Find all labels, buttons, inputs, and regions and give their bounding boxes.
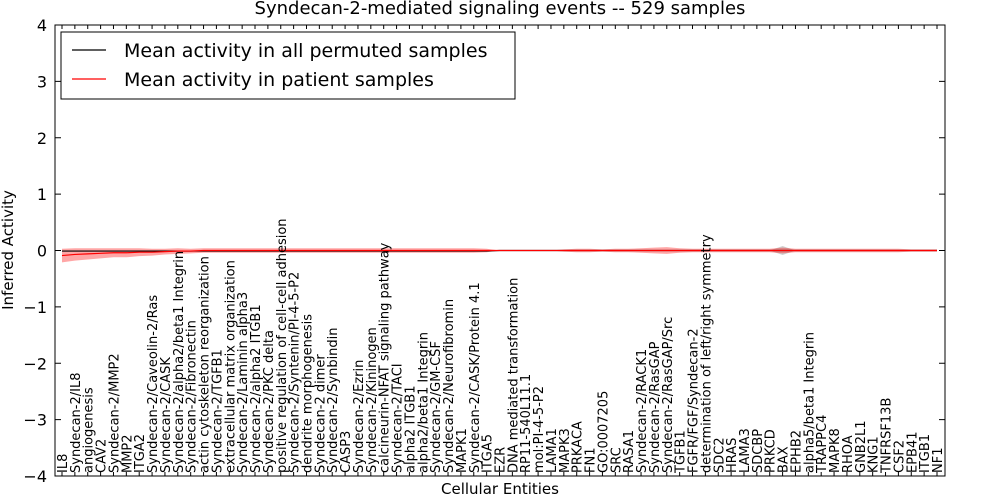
legend-label-permuted: Mean activity in all permuted samples xyxy=(124,40,487,62)
x-tick-label: Syndecan-2/Ezrin xyxy=(352,360,367,473)
x-tick-label: alpha5/beta1 Integrin xyxy=(802,332,817,473)
x-tick-label: MAPK1 xyxy=(455,428,470,473)
x-tick-label: IL8 xyxy=(56,454,71,473)
y-tick-label: 3 xyxy=(37,72,47,91)
x-tick-label: ITGB1 xyxy=(918,434,933,473)
x-tick-label: NF1 xyxy=(931,448,946,473)
x-tick-label: TRAPPC4 xyxy=(815,415,830,474)
x-tick-label: TNFRSF13B xyxy=(880,398,895,474)
x-tick-label: Syndecan-2/RasGAP/Src xyxy=(661,317,676,473)
series-line-patient xyxy=(61,249,937,257)
x-tick-label: Syndecan-2/alpha2 ITGB1 xyxy=(249,304,264,473)
x-tick-label: ITGA5 xyxy=(481,434,496,473)
x-tick-label: Syndecan-2/Synbindin xyxy=(326,327,341,473)
x-tick-label: Syndecan-2/Neurofibromin xyxy=(442,299,457,473)
x-tick-label: calcineurin-NFAT signaling pathway xyxy=(378,242,393,473)
x-tick-label: Syndecan-2 dimer xyxy=(313,354,328,473)
x-tick-label: RP11-540L11.1 xyxy=(519,374,534,473)
x-tick-label: GNB2L1 xyxy=(854,420,869,473)
x-tick-label: Syndecan-2/Laminin alpha3 xyxy=(236,292,251,473)
x-tick-label: ITGA2 xyxy=(133,434,148,473)
x-tick-label: Syndecan-2/IL8 xyxy=(69,373,84,473)
x-tick-label: Syndecan-2/RasGAP xyxy=(648,341,663,473)
y-tick-label: 0 xyxy=(37,242,47,261)
x-tick-label: LAMA1 xyxy=(545,428,560,473)
x-tick-label: LAMA3 xyxy=(738,428,753,473)
x-tick-label: Syndecan-2/PKC delta xyxy=(262,330,277,473)
x-tick-label: Syndecan-2/Syntenin/PI-4-5-P2 xyxy=(288,272,303,473)
x-tick-label: positive regulation of cell-cell adhesio… xyxy=(275,218,290,473)
x-tick-label: Syndecan-2/alpha2/beta1 Integrin xyxy=(172,251,187,473)
x-tick-label: EZR xyxy=(494,447,509,473)
x-tick-label: PRKACA xyxy=(571,421,586,473)
x-tick-label: MMP2 xyxy=(120,434,135,473)
plot-area xyxy=(61,245,937,263)
y-tick-label: 4 xyxy=(37,16,47,35)
x-tick-label: SDC2 xyxy=(712,437,727,473)
x-tick-label: KNG1 xyxy=(867,436,882,473)
y-axis-label: Inferred Activity xyxy=(0,190,17,310)
x-axis: IL8Syndecan-2/IL8angiogenesisCAV2Syndeca… xyxy=(56,25,946,476)
y-tick-label: −2 xyxy=(23,354,47,373)
x-tick-label: Syndecan-2/TACI xyxy=(391,363,406,473)
x-tick-label: EPHB2 xyxy=(789,430,804,473)
chart-title: Syndecan-2-mediated signaling events -- … xyxy=(255,0,746,19)
x-tick-label: CASP3 xyxy=(339,431,354,473)
x-tick-label: PRKCD xyxy=(764,429,779,473)
y-axis: −4 −3 −2 −1 0 1 2 3 4 xyxy=(23,16,945,486)
x-tick-label: CSF2 xyxy=(892,440,907,473)
x-tick-label: alpha2/beta1 Integrin xyxy=(416,332,431,473)
x-tick-label: Syndecan-2/CASK xyxy=(159,357,174,473)
patient-variance-band xyxy=(62,247,937,263)
x-tick-label: Syndecan-2/GM-CSF xyxy=(429,341,444,473)
x-tick-label: angiogenesis xyxy=(82,387,97,473)
y-tick-label: −4 xyxy=(23,467,47,486)
x-tick-label: actin cytoskeleton reorganization xyxy=(198,256,213,473)
x-tick-label: EPB41 xyxy=(905,431,920,473)
y-tick-label: 1 xyxy=(37,185,47,204)
x-tick-label: Syndecan-2/MMP2 xyxy=(107,353,122,473)
x-tick-label: extracellular matrix organization xyxy=(223,260,238,473)
y-tick-label: −3 xyxy=(23,411,47,430)
y-tick-label: 2 xyxy=(37,129,47,148)
x-tick-label: DNA mediated transformation xyxy=(506,278,521,473)
x-tick-label: SDCBP xyxy=(751,429,766,473)
legend-box xyxy=(60,31,516,100)
x-tick-label: RHOA xyxy=(841,435,856,473)
x-tick-label: GO:0007205 xyxy=(596,391,611,473)
x-tick-label: MAPK3 xyxy=(558,428,573,473)
x-tick-label: FN1 xyxy=(584,448,599,473)
x-tick-label: TGFB1 xyxy=(674,430,689,474)
x-tick-label: BAX xyxy=(777,446,792,473)
legend: Mean activity in all permuted samples Me… xyxy=(60,31,516,100)
x-tick-label: dendrite morphogenesis xyxy=(300,314,315,473)
x-tick-label: SRC xyxy=(609,447,624,473)
x-tick-label: HRAS xyxy=(725,438,740,473)
x-tick-label: Syndecan-2/RACK1 xyxy=(635,349,650,473)
x-tick-label: Syndecan-2/CASK/Protein 4.1 xyxy=(468,282,483,473)
x-tick-label: FGFR/FGF/Syndecan-2 xyxy=(687,328,702,473)
x-tick-label: Syndecan-2/Kininogen xyxy=(365,327,380,473)
y-tick-label: −1 xyxy=(23,298,47,317)
x-tick-label: Syndecan-2/Fibronectin xyxy=(185,320,200,473)
x-tick-label: determination of left/right symmetry xyxy=(699,234,714,473)
x-tick-label: CAV2 xyxy=(95,439,110,473)
x-tick-label: mol:PI-4-5-P2 xyxy=(532,386,547,473)
x-tick-label: alpha2 ITGB1 xyxy=(403,386,418,473)
x-tick-label: Syndecan-2/TGFB1 xyxy=(210,349,225,473)
legend-label-patient: Mean activity in patient samples xyxy=(124,69,434,91)
x-tick-label: RASA1 xyxy=(622,430,637,473)
x-tick-label: Syndecan-2/Caveolin-2/Ras xyxy=(146,295,161,473)
x-axis-label: Cellular Entities xyxy=(441,480,559,498)
x-tick-label: MAPK8 xyxy=(828,428,843,473)
